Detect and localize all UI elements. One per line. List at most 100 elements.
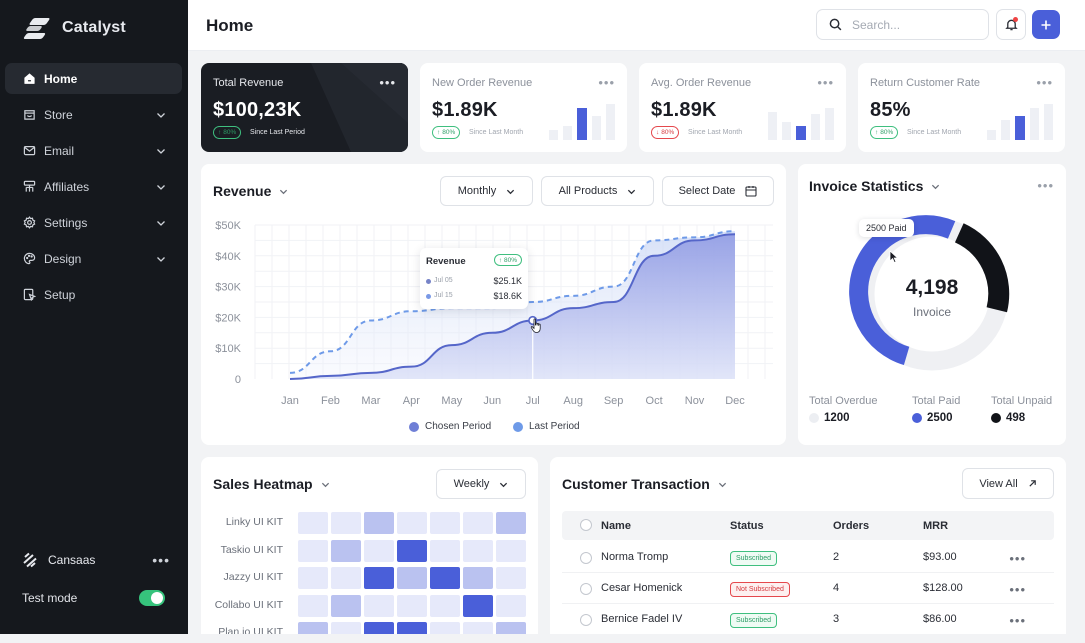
sidebar-item-setup[interactable]: Setup [5,279,182,310]
products-dropdown[interactable]: All Products [541,176,654,206]
heatmap-cell[interactable] [298,512,328,534]
search-box[interactable] [816,9,989,40]
sidebar-item-affiliates[interactable]: Affiliates [5,171,182,202]
more-icon[interactable]: ••• [817,75,834,90]
column-header-mrr[interactable]: MRR [923,520,949,532]
tooltip-row-value: $18.6K [493,291,522,301]
heatmap-cell[interactable] [331,622,361,634]
select-all-checkbox[interactable] [580,519,592,531]
heatmap-cell[interactable] [331,567,361,589]
heatmap-cell[interactable] [496,622,526,634]
heatmap-cell[interactable] [298,539,328,562]
kpi-label: Return Customer Rate [870,77,981,89]
invoice-title[interactable]: Invoice Statistics [809,178,940,194]
heatmap-cell[interactable] [331,512,361,534]
heatmap-cell[interactable] [496,567,526,589]
heatmap-cell[interactable] [298,622,328,634]
heatmap-cell[interactable] [397,539,427,562]
heatmap-cell[interactable] [397,512,427,534]
app-name: Catalyst [62,19,126,36]
table-row[interactable]: Cesar Homenick Not Subscribed 4 $128.00 … [562,573,1054,604]
heatmap-cell[interactable] [463,512,493,534]
more-icon[interactable]: ••• [598,75,615,90]
sidebar-item-settings[interactable]: Settings [5,207,182,238]
row-checkbox[interactable] [580,583,592,595]
heatmap-cell[interactable] [397,567,427,589]
search-input[interactable] [852,17,972,32]
mrr-value: $128.00 [923,582,963,594]
more-icon[interactable]: ••• [152,552,170,568]
notifications-button[interactable] [996,9,1026,40]
revenue-title[interactable]: Revenue [213,183,288,199]
heatmap-cell[interactable] [298,594,328,617]
heatmap-period-dropdown[interactable]: Weekly [436,469,526,499]
heatmap-cell[interactable] [430,512,460,534]
heatmap-cell[interactable] [331,539,361,562]
invoice-stat-value: 1200 [824,412,850,424]
add-button[interactable] [1032,10,1060,39]
heatmap-cell[interactable] [496,512,526,534]
x-tick-label: May [441,395,462,407]
heatmap-cell[interactable] [364,567,394,589]
heatmap-row-label: Linky UI KIT [225,516,283,528]
more-icon[interactable]: ••• [1009,551,1026,566]
x-tick-label: Dec [725,395,745,407]
transaction-title[interactable]: Customer Transaction [562,476,727,492]
mini-bar-chart [549,104,615,140]
heatmap-cell[interactable] [463,539,493,562]
more-icon[interactable]: ••• [1037,178,1054,193]
heatmap-cell[interactable] [430,539,460,562]
heatmap-cell[interactable] [298,567,328,589]
more-icon[interactable]: ••• [1036,75,1053,90]
sidebar-item-store[interactable]: Store [5,99,182,130]
heatmap-cell[interactable] [463,622,493,634]
heatmap-cell[interactable] [496,594,526,617]
trend-badge: ↑ 80% [432,126,461,139]
view-all-button[interactable]: View All [962,468,1054,499]
test-mode-toggle[interactable] [139,590,165,606]
workspace-switcher[interactable]: Cansaas ••• [22,548,170,572]
column-header-status[interactable]: Status [730,520,764,532]
badge-value: 80% [442,129,456,136]
gear-icon [22,216,36,230]
heatmap-cell[interactable] [430,622,460,634]
test-mode-label: Test mode [22,591,78,605]
heatmap-cell[interactable] [364,512,394,534]
date-picker[interactable]: Select Date [662,176,774,206]
legend-dot [809,413,819,423]
row-checkbox[interactable] [580,552,592,564]
heatmap-cell[interactable] [463,594,493,617]
table-row[interactable]: Bernice Fadel IV Subscribed 3 $86.00 ••• [562,604,1054,634]
heatmap-cell[interactable] [397,594,427,617]
sales-heatmap-panel: Sales Heatmap Weekly Linky UI KIT Taskio … [201,457,538,634]
heatmap-cell[interactable] [364,594,394,617]
sidebar-item-home[interactable]: Home [5,63,182,94]
trend-badge: ↑ 80% [213,126,242,139]
period-dropdown[interactable]: Monthly [440,176,533,206]
kpi-value: $100,23K [213,99,302,121]
sidebar-item-email[interactable]: Email [5,135,182,166]
heatmap-cell[interactable] [430,567,460,589]
heatmap-cell[interactable] [463,567,493,589]
column-header-name[interactable]: Name [601,520,631,532]
more-icon[interactable]: ••• [379,75,396,90]
heatmap-cell[interactable] [364,539,394,562]
more-icon[interactable]: ••• [1009,613,1026,628]
sidebar-item-design[interactable]: Design [5,243,182,274]
more-icon[interactable]: ••• [1009,582,1026,597]
row-checkbox[interactable] [580,614,592,626]
heatmap-cell[interactable] [496,539,526,562]
invoice-donut-chart [849,215,1010,371]
heatmap-cell[interactable] [430,594,460,617]
tooltip-row-label: Jul 05 [434,277,453,284]
heatmap-cell[interactable] [364,622,394,634]
brand[interactable]: Catalyst [22,16,126,40]
chevron-down-icon [718,482,726,487]
heatmap-cell[interactable] [397,622,427,634]
sidebar-nav: Home Store Email Affiliates [5,63,182,315]
heatmap-cell[interactable] [331,594,361,617]
sidebar-item-label: Affiliates [44,179,90,194]
heatmap-title[interactable]: Sales Heatmap [213,476,330,492]
table-row[interactable]: Norma Tromp Subscribed 2 $93.00 ••• [562,542,1054,573]
column-header-orders[interactable]: Orders [833,520,870,532]
